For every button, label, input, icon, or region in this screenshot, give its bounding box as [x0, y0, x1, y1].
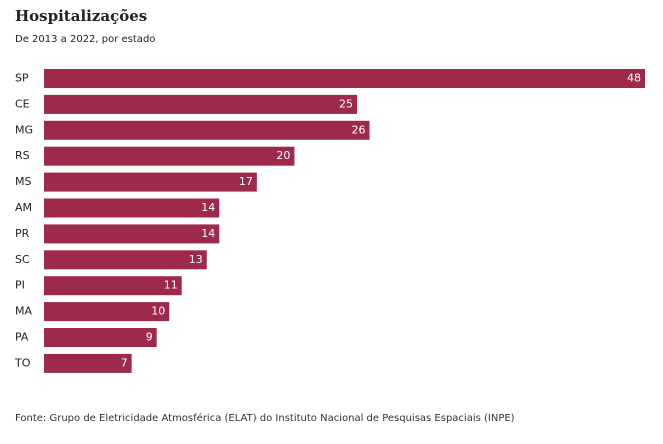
- value-label: 10: [151, 305, 165, 318]
- chart-subtitle: De 2013 a 2022, por estado: [15, 34, 155, 45]
- category-label: SP: [15, 72, 29, 85]
- value-label: 17: [239, 175, 253, 188]
- value-label: 13: [189, 253, 203, 266]
- chart-title: Hospitalizações: [15, 7, 147, 25]
- bar: [44, 353, 132, 373]
- category-label: PR: [15, 227, 30, 240]
- bar: [44, 69, 645, 88]
- category-label: PA: [15, 331, 29, 344]
- bar: [44, 302, 170, 322]
- value-label: 11: [164, 279, 178, 292]
- category-label: AM: [15, 201, 32, 214]
- category-label: PI: [15, 279, 25, 292]
- value-label: 7: [121, 356, 128, 369]
- category-label: MS: [15, 175, 31, 188]
- bar: [44, 250, 207, 270]
- bar: [44, 120, 370, 140]
- bar: [44, 94, 358, 114]
- bar: [44, 172, 257, 192]
- bar: [44, 198, 220, 218]
- category-label: RS: [15, 149, 30, 162]
- bar: [44, 146, 295, 166]
- bar: [44, 276, 182, 296]
- category-label: TO: [14, 356, 31, 369]
- bar: [44, 224, 220, 244]
- category-label: SC: [15, 253, 30, 266]
- value-label: 25: [339, 97, 353, 110]
- category-label: MA: [15, 305, 32, 318]
- value-label: 9: [146, 331, 153, 344]
- value-label: 26: [352, 123, 366, 136]
- value-label: 14: [201, 201, 215, 214]
- value-label: 48: [627, 72, 641, 85]
- bar: [44, 328, 157, 347]
- category-label: MG: [15, 123, 33, 136]
- value-label: 20: [276, 149, 290, 162]
- category-label: CE: [15, 97, 30, 110]
- source-note: Fonte: Grupo de Eletricidade Atmosférica…: [15, 412, 515, 424]
- value-label: 14: [201, 227, 215, 240]
